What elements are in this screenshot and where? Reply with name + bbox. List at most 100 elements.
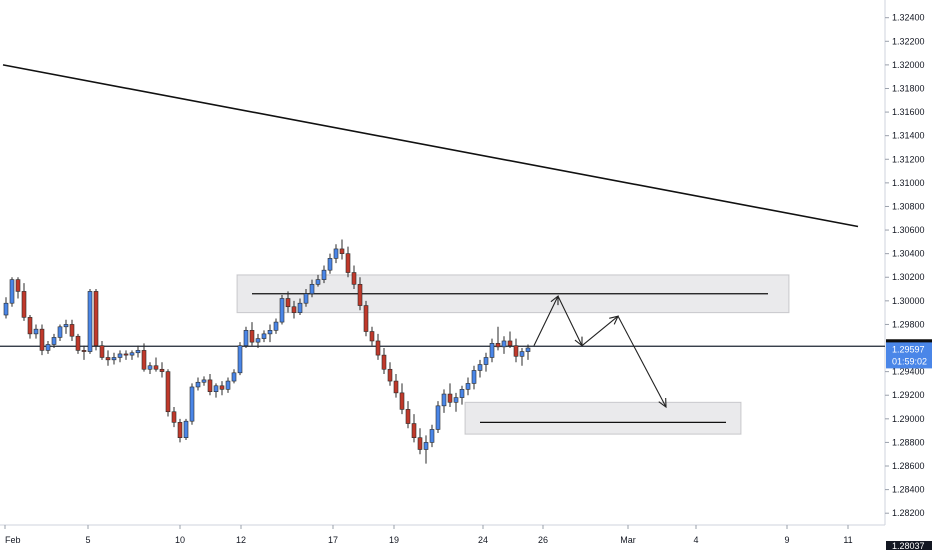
price-axis-label: 1.28600: [892, 461, 925, 471]
candle-body: [51, 337, 57, 345]
candle-body: [459, 389, 465, 398]
candle-body: [255, 338, 261, 343]
candle-body: [207, 379, 213, 392]
price-axis-label: 1.31600: [892, 107, 925, 117]
candle-body: [351, 272, 357, 285]
candle-body: [147, 365, 153, 370]
price-axis-label: 1.28800: [892, 437, 925, 447]
price-axis-label: 1.31000: [892, 178, 925, 188]
bar-countdown-label: 01:59:02: [892, 356, 927, 366]
candle-body: [141, 350, 147, 370]
support-zone[interactable]: [464, 401, 742, 435]
candle-body: [441, 393, 447, 407]
candle-body: [507, 340, 513, 346]
time-axis-label: 11: [843, 535, 852, 545]
candle-body: [423, 442, 429, 450]
candle-body: [9, 279, 15, 304]
candle-body: [321, 269, 327, 280]
price-axis-label: 1.31400: [892, 131, 925, 141]
candle-body: [69, 324, 75, 337]
candle-body: [63, 324, 69, 328]
bottom-price-label: 1.28037: [892, 541, 925, 550]
time-axis-label: 5: [85, 535, 90, 545]
price-axis-label: 1.29800: [892, 319, 925, 329]
candle-body: [213, 385, 219, 392]
price-axis-label: 1.32400: [892, 13, 925, 23]
candle-body: [327, 258, 333, 271]
candle-body: [339, 248, 345, 254]
candle-body: [183, 420, 189, 438]
time-axis-label: 24: [478, 535, 488, 545]
candle-body: [315, 279, 321, 285]
candle-body: [15, 279, 21, 292]
candle-body: [381, 354, 387, 370]
time-axis-label: Mar: [620, 535, 636, 545]
candle-body: [273, 321, 279, 331]
candle-body: [99, 345, 105, 358]
candle-body: [447, 393, 453, 403]
projection-segment[interactable]: [557, 295, 583, 346]
price-axis-label: 1.30400: [892, 249, 925, 259]
candle-body: [3, 302, 9, 316]
projection-segment[interactable]: [533, 295, 559, 346]
candle-body: [153, 365, 159, 370]
candle-body: [477, 364, 483, 371]
price-axis-label: 1.29000: [892, 414, 925, 424]
candle-body: [345, 253, 351, 273]
candle-body: [105, 357, 111, 361]
candle-body: [195, 381, 201, 388]
candle-body: [87, 291, 93, 352]
candle-body: [231, 372, 237, 382]
projection-segment[interactable]: [581, 315, 619, 347]
candle-body: [387, 368, 393, 382]
candle-body: [267, 330, 273, 335]
candle-body: [81, 350, 87, 352]
candle-body: [453, 397, 459, 403]
candle-body: [33, 328, 39, 335]
candle-body: [489, 343, 495, 358]
candle-body: [357, 284, 363, 306]
candle-body: [57, 326, 63, 338]
price-axis-label: 1.31800: [892, 83, 925, 93]
candle-body: [27, 317, 33, 335]
time-axis-label: Feb: [5, 535, 21, 545]
candle-body: [291, 306, 297, 313]
projection-arrowhead: [658, 398, 667, 409]
candle-body: [243, 330, 249, 346]
candle-body: [417, 437, 423, 450]
candle-body: [525, 347, 531, 352]
candle-body: [309, 284, 315, 295]
candle-body: [45, 344, 51, 351]
candle-body: [171, 411, 177, 423]
candle-body: [405, 409, 411, 424]
candle-body: [225, 380, 231, 390]
price-axis-label: 1.30200: [892, 272, 925, 282]
time-axis-label: 19: [389, 535, 399, 545]
price-axis-label: 1.29200: [892, 390, 925, 400]
candle-body: [123, 353, 129, 356]
candle-body: [501, 340, 507, 348]
price-axis-label: 1.28200: [892, 508, 925, 518]
candle-body: [465, 383, 471, 390]
candle-body: [219, 385, 225, 390]
price-axis-label: 1.32200: [892, 36, 925, 46]
candle-body: [189, 386, 195, 422]
price-axis-label: 1.28400: [892, 485, 925, 495]
candle-body: [111, 357, 117, 361]
trendline[interactable]: [2, 64, 859, 228]
candle-body: [177, 422, 183, 438]
candle-body: [399, 392, 405, 410]
candle-body: [75, 335, 81, 351]
candle-body: [297, 302, 303, 313]
candle-body: [93, 291, 99, 346]
candle-body: [495, 343, 501, 348]
projection-segment[interactable]: [617, 315, 667, 408]
candle-body: [369, 331, 375, 342]
price-axis-label: 1.31200: [892, 154, 925, 164]
price-axis-label: 1.29400: [892, 367, 925, 377]
candle-body: [483, 357, 489, 365]
price-axis-label: 1.30600: [892, 225, 925, 235]
price-axis-label: 1.32000: [892, 60, 925, 70]
